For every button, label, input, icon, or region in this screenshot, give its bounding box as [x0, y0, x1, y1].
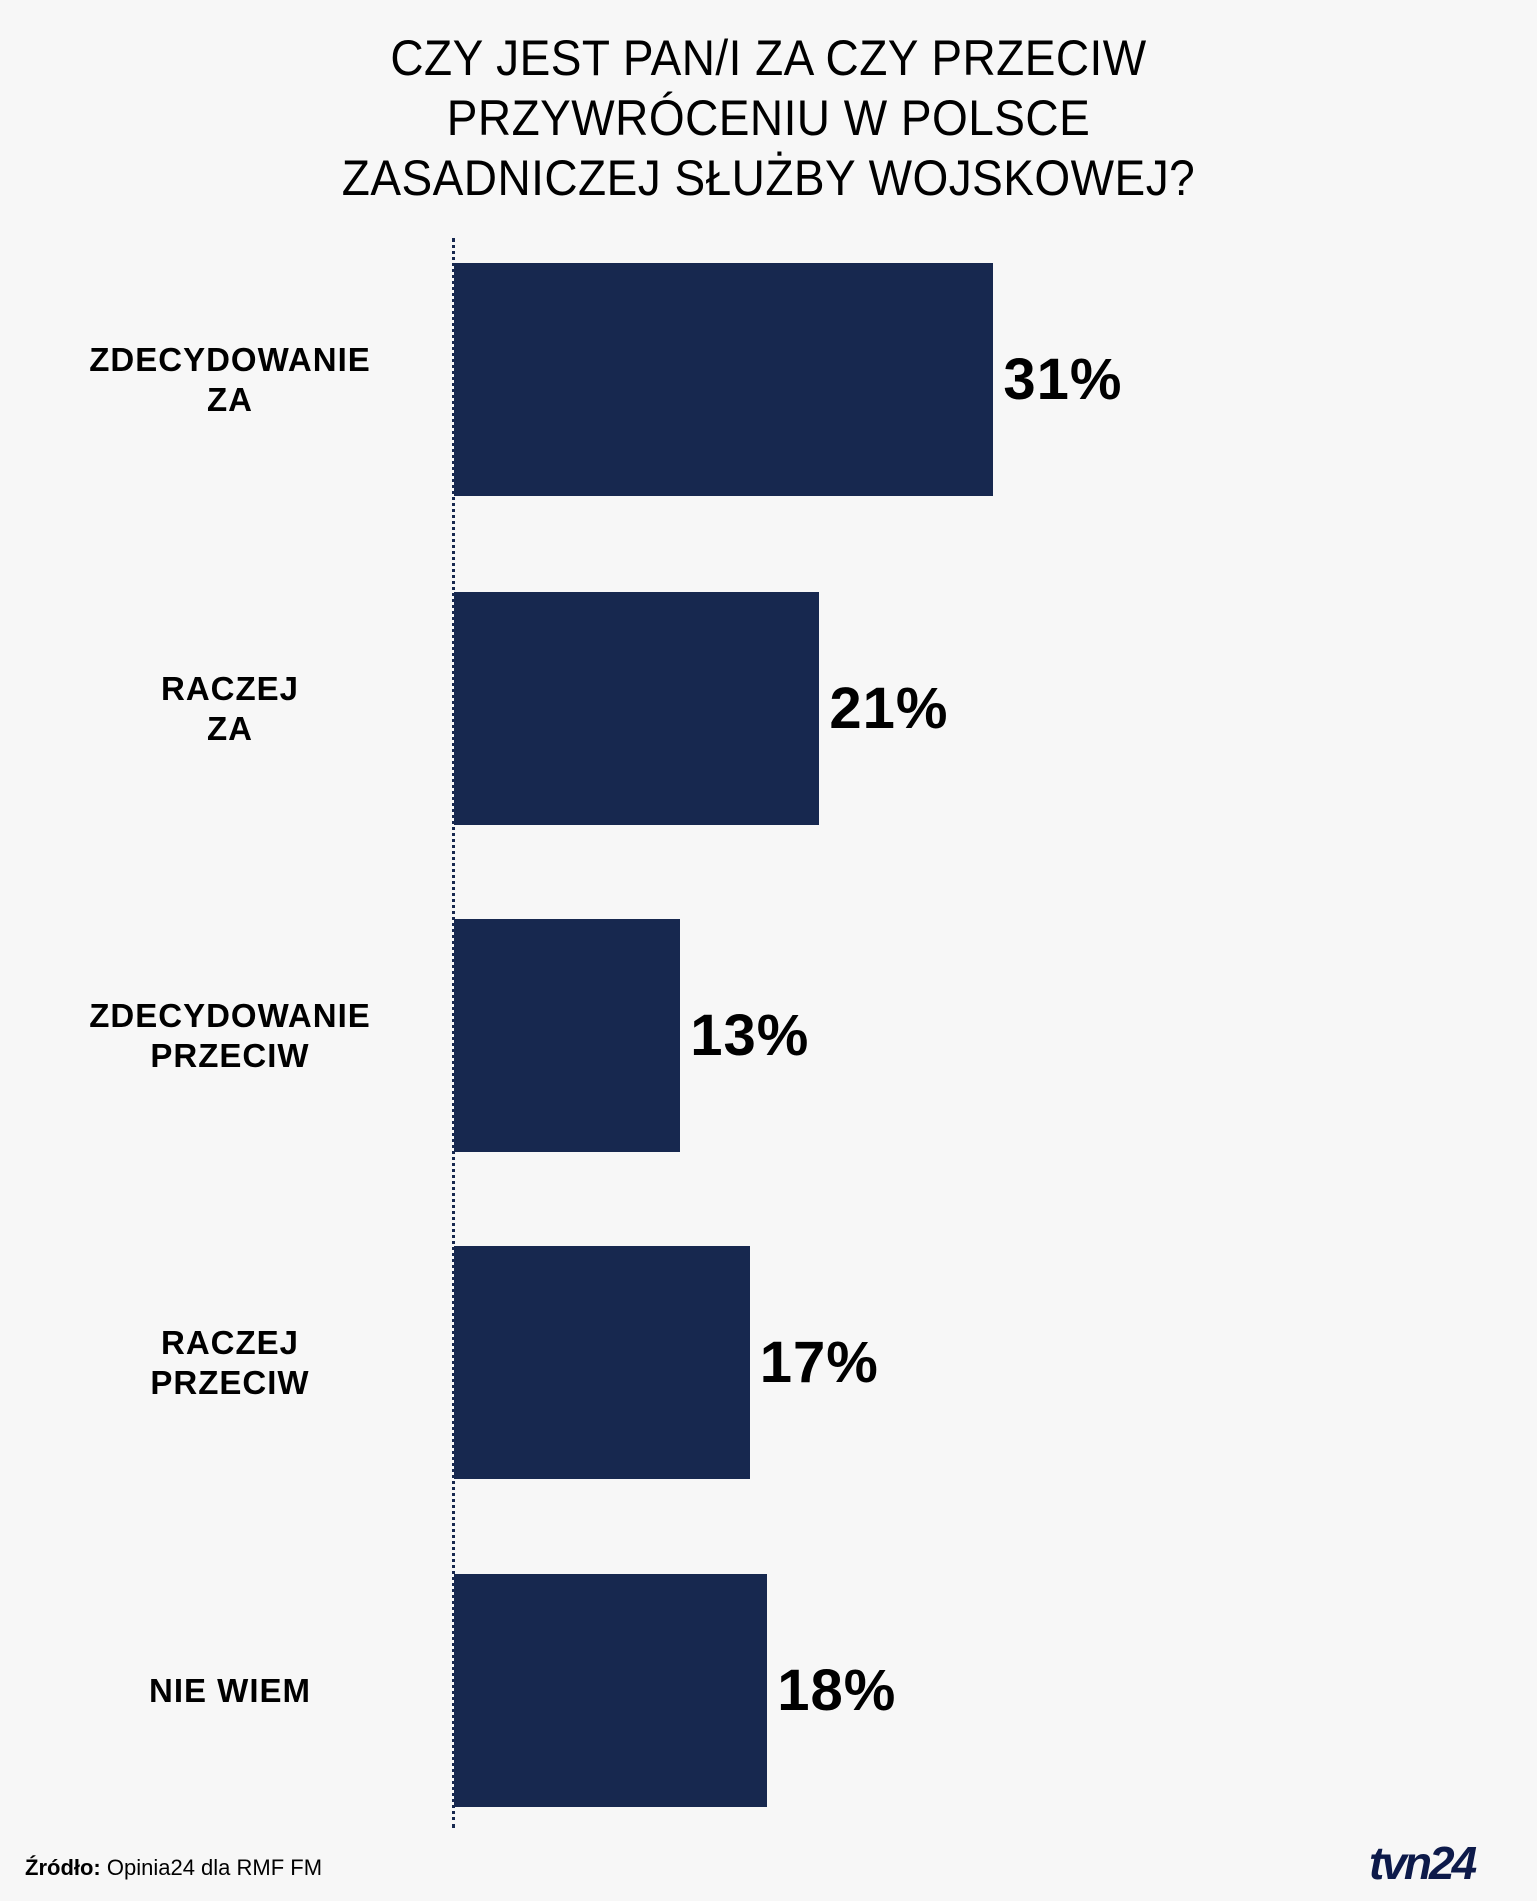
category-label-line1: NIE WIEM — [149, 1671, 311, 1709]
bar-row: NIE WIEM 18% — [0, 1574, 1537, 1807]
tvn24-logo: tvn24 — [1369, 1837, 1477, 1889]
value-label: 21% — [829, 676, 949, 741]
bar — [454, 1246, 750, 1479]
baseline-axis — [452, 238, 455, 1828]
category-label-line1: ZDECYDOWANIE — [89, 340, 371, 378]
category-label-line1: RACZEJ — [160, 1323, 300, 1361]
source-text: Opinia24 dla RMF FM — [100, 1855, 323, 1880]
bar — [454, 263, 994, 496]
title-line-2: PRZYWRÓCENIU W POLSCE — [446, 90, 1091, 146]
category-label-line1: ZDECYDOWANIE — [89, 996, 371, 1034]
category-label-line2: PRZECIW — [150, 1363, 310, 1401]
category-label: RACZEJ ZA — [30, 592, 430, 825]
category-label: ZDECYDOWANIE ZA — [30, 263, 430, 496]
value-label: 13% — [690, 1003, 810, 1068]
source-note: Źródło: Opinia24 dla RMF FM — [25, 1855, 322, 1881]
chart-title: CZY JEST PAN/I ZA CZY PRZECIW PRZYWRÓCEN… — [61, 28, 1475, 208]
title-line-1: CZY JEST PAN/I ZA CZY PRZECIW — [390, 30, 1147, 86]
category-label-line1: RACZEJ — [160, 669, 300, 707]
bar — [454, 919, 681, 1152]
source-label: Źródło: — [25, 1855, 101, 1880]
value-label: 18% — [777, 1658, 897, 1723]
bar — [454, 1574, 768, 1807]
category-label-line2: ZA — [207, 380, 253, 418]
category-label-line2: ZA — [207, 709, 253, 747]
value-label: 31% — [1003, 347, 1123, 412]
value-label: 17% — [759, 1330, 879, 1395]
category-label: NIE WIEM — [30, 1574, 430, 1807]
category-label: RACZEJ PRZECIW — [30, 1246, 430, 1479]
bar-row: ZDECYDOWANIE ZA 31% — [0, 263, 1537, 496]
bar — [454, 592, 820, 825]
bar-row: ZDECYDOWANIE PRZECIW 13% — [0, 919, 1537, 1152]
title-line-3: ZASADNICZEJ SŁUŻBY WOJSKOWEJ? — [341, 150, 1196, 206]
category-label: ZDECYDOWANIE PRZECIW — [30, 919, 430, 1152]
category-label-line2: PRZECIW — [150, 1036, 310, 1074]
bar-row: RACZEJ PRZECIW 17% — [0, 1246, 1537, 1479]
bar-row: RACZEJ ZA 21% — [0, 592, 1537, 825]
